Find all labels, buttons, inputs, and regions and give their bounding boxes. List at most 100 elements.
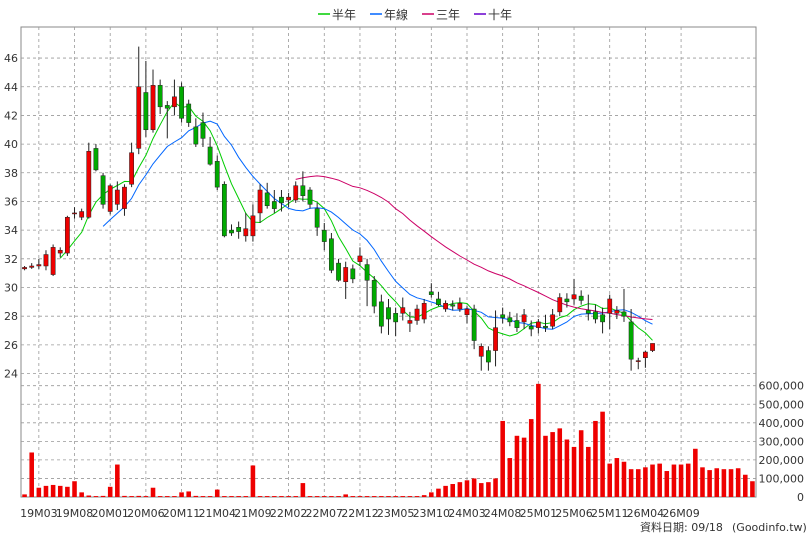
candle-body bbox=[150, 85, 156, 131]
volume-bar bbox=[357, 496, 363, 497]
x-tick-label: 24M08 bbox=[484, 507, 522, 520]
volume-bars bbox=[22, 383, 755, 497]
candle-body bbox=[157, 85, 163, 108]
x-tick-label: 23M05 bbox=[377, 507, 415, 520]
volume-bar bbox=[735, 468, 741, 497]
candle-body bbox=[72, 212, 77, 215]
candle-body bbox=[500, 314, 506, 318]
volume-bar bbox=[628, 469, 634, 497]
candle-body bbox=[507, 317, 513, 323]
volume-bar bbox=[421, 495, 427, 497]
price-tick-label: 40 bbox=[4, 138, 18, 151]
volume-bar bbox=[65, 486, 70, 497]
candle-body bbox=[443, 303, 448, 310]
candle-body bbox=[628, 321, 634, 360]
candle-body bbox=[478, 346, 484, 357]
volume-bar bbox=[136, 495, 142, 497]
candle-body bbox=[400, 307, 406, 314]
x-tick-label: 22M07 bbox=[306, 507, 344, 520]
candle-body bbox=[514, 320, 520, 328]
volume-bar bbox=[207, 496, 213, 497]
candle-body bbox=[386, 307, 391, 320]
candle-body bbox=[471, 308, 477, 341]
volume-bar bbox=[86, 495, 92, 497]
volume-bar bbox=[471, 478, 477, 497]
volume-bar bbox=[93, 496, 99, 497]
volume-bar bbox=[79, 492, 84, 497]
candle-body bbox=[200, 122, 206, 139]
candle-body bbox=[357, 255, 363, 262]
candle-body bbox=[593, 311, 598, 320]
price-tick-label: 30 bbox=[4, 281, 18, 294]
volume-bar bbox=[536, 383, 541, 497]
candle-body bbox=[343, 267, 349, 283]
volume-bar bbox=[578, 430, 584, 497]
volume-bar bbox=[721, 469, 727, 497]
volume-bar bbox=[36, 487, 42, 497]
candle-body bbox=[486, 350, 491, 363]
volume-bar bbox=[543, 435, 548, 497]
volume-bar bbox=[457, 482, 463, 497]
volume-bar bbox=[236, 496, 241, 497]
three-year-ma-line bbox=[295, 175, 653, 320]
volume-bar bbox=[300, 483, 306, 497]
price-tick-label: 42 bbox=[4, 109, 18, 122]
volume-bar bbox=[514, 435, 520, 497]
volume-axis: 0 100,000 200,000 300,000 400,000 500,000 600,… bbox=[759, 380, 805, 504]
volume-bar bbox=[614, 458, 620, 497]
volume-bar bbox=[635, 469, 641, 497]
volume-bar bbox=[172, 496, 177, 497]
volume-bar bbox=[329, 496, 334, 497]
candle-body bbox=[164, 105, 170, 109]
volume-tick-label: 300,000 bbox=[759, 435, 805, 448]
volume-bar bbox=[214, 489, 220, 497]
volume-bar bbox=[186, 491, 191, 497]
volume-bar bbox=[693, 448, 698, 497]
x-tick-label: 22M02 bbox=[270, 507, 308, 520]
volume-bar bbox=[507, 458, 513, 497]
candle-body bbox=[571, 294, 577, 300]
volume-bar bbox=[728, 469, 734, 497]
candle-body bbox=[436, 298, 441, 305]
x-tick-label: 26M09 bbox=[662, 507, 700, 520]
candle-body bbox=[535, 321, 541, 328]
volume-bar bbox=[564, 439, 570, 497]
volume-bar bbox=[350, 496, 356, 497]
candle-body bbox=[122, 186, 127, 209]
volume-bar bbox=[379, 496, 384, 497]
volume-bar bbox=[129, 496, 134, 497]
volume-bar bbox=[486, 482, 491, 497]
x-tick-label: 25M06 bbox=[555, 507, 593, 520]
candle-body bbox=[107, 185, 113, 212]
volume-bar bbox=[150, 487, 156, 497]
volume-bar bbox=[143, 496, 149, 497]
candle-body bbox=[407, 320, 413, 324]
volume-bar bbox=[43, 485, 49, 497]
candle-body bbox=[221, 184, 227, 237]
candle-body bbox=[350, 268, 356, 280]
volume-bar bbox=[700, 467, 705, 497]
candle-body bbox=[521, 314, 527, 323]
volume-bar bbox=[550, 432, 555, 497]
candle-body bbox=[493, 327, 498, 351]
x-tick-label: 23M10 bbox=[413, 507, 451, 520]
volume-bar bbox=[685, 463, 691, 497]
candle-body bbox=[236, 227, 242, 232]
legend-label: 十年 bbox=[488, 8, 512, 22]
candle-body bbox=[585, 310, 591, 314]
volume-bar bbox=[257, 496, 263, 497]
volume-bar bbox=[279, 496, 284, 497]
volume-bar bbox=[707, 470, 712, 497]
candle-body bbox=[286, 196, 291, 201]
volume-bar bbox=[157, 496, 163, 497]
x-tick-label: 19M08 bbox=[56, 507, 94, 520]
candlesticks bbox=[22, 46, 655, 371]
x-tick-label: 19M03 bbox=[20, 507, 58, 520]
x-tick-label: 25M11 bbox=[591, 507, 629, 520]
x-tick-label: 20M06 bbox=[127, 507, 165, 520]
candle-body bbox=[129, 152, 134, 185]
volume-bar bbox=[400, 496, 406, 497]
volume-bar bbox=[393, 496, 398, 497]
candle-body bbox=[528, 325, 534, 330]
volume-bar bbox=[229, 496, 234, 497]
